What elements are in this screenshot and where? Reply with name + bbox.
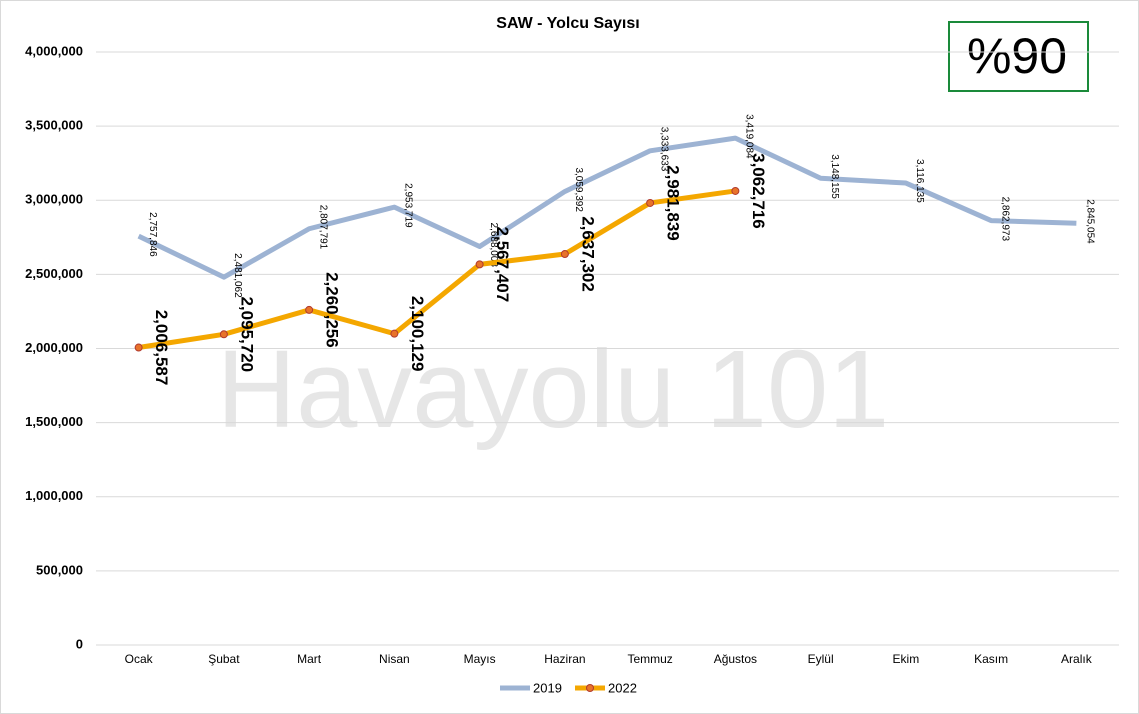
- legend-label: 2019: [533, 680, 562, 695]
- data-label: 2,862,973: [999, 197, 1010, 242]
- data-label: 2,807,791: [317, 205, 328, 250]
- x-tick-label: Mayıs: [464, 652, 496, 666]
- data-label: 2,757,846: [147, 212, 158, 257]
- y-tick-label: 0: [76, 636, 83, 651]
- data-label: 3,116,135: [914, 159, 925, 203]
- y-tick-label: 1,000,000: [25, 488, 83, 503]
- watermark: Havayolu 101: [217, 328, 890, 451]
- legend-marker: [586, 684, 594, 692]
- data-label: 3,148,155: [829, 154, 840, 199]
- x-tick-label: Temmuz: [627, 652, 672, 666]
- point-marker: [305, 305, 314, 314]
- x-tick-label: Ekim: [893, 652, 920, 666]
- data-label: 3,333,633: [658, 127, 669, 172]
- point-marker: [134, 343, 143, 352]
- point-marker: [390, 329, 399, 338]
- data-label: 3,059,392: [573, 167, 584, 212]
- x-tick-label: Kasım: [974, 652, 1008, 666]
- point-marker: [560, 250, 569, 259]
- point-marker: [646, 198, 655, 207]
- x-tick-label: Mart: [297, 652, 322, 666]
- data-label: 2,953,719: [403, 183, 414, 228]
- data-label: 2,981,839: [664, 165, 683, 241]
- data-label: 3,062,716: [749, 153, 768, 229]
- data-label: 3,419,084: [744, 114, 755, 159]
- point-marker: [475, 260, 484, 269]
- x-tick-label: Haziran: [544, 652, 585, 666]
- data-label: 2,100,129: [408, 296, 427, 372]
- series-line: [138, 188, 736, 350]
- y-tick-label: 1,500,000: [25, 414, 83, 429]
- y-tick-label: 4,000,000: [25, 43, 83, 58]
- annotation: %90: [967, 28, 1067, 84]
- x-tick-label: Nisan: [379, 652, 410, 666]
- data-label: 2,481,062: [232, 253, 243, 298]
- y-tick-label: 2,000,000: [25, 340, 83, 355]
- x-tick-label: Ocak: [125, 652, 154, 666]
- point-marker: [731, 186, 740, 195]
- data-label: 2,688,008: [488, 223, 499, 268]
- x-tick-label: Şubat: [208, 652, 240, 666]
- y-tick-label: 3,000,000: [25, 192, 83, 207]
- series-line: [137, 135, 1077, 280]
- x-tick-label: Ağustos: [714, 652, 757, 666]
- data-label: 2,567,407: [493, 227, 512, 303]
- x-tick-label: Eylül: [808, 652, 834, 666]
- data-label: 2,845,054: [1085, 199, 1096, 244]
- y-tick-label: 3,500,000: [25, 118, 83, 133]
- point-marker: [219, 330, 228, 339]
- data-label: 2,006,587: [152, 310, 171, 386]
- y-tick-label: 2,500,000: [25, 266, 83, 281]
- data-label: 2,095,720: [237, 296, 256, 372]
- data-label: 2,637,302: [578, 216, 597, 292]
- x-tick-label: Aralık: [1061, 652, 1093, 666]
- legend-label: 2022: [608, 680, 637, 695]
- y-tick-label: 500,000: [36, 562, 83, 577]
- data-label: 2,260,256: [323, 272, 342, 348]
- chart-title: SAW - Yolcu Sayısı: [496, 15, 639, 32]
- annotation-box: [948, 21, 1089, 92]
